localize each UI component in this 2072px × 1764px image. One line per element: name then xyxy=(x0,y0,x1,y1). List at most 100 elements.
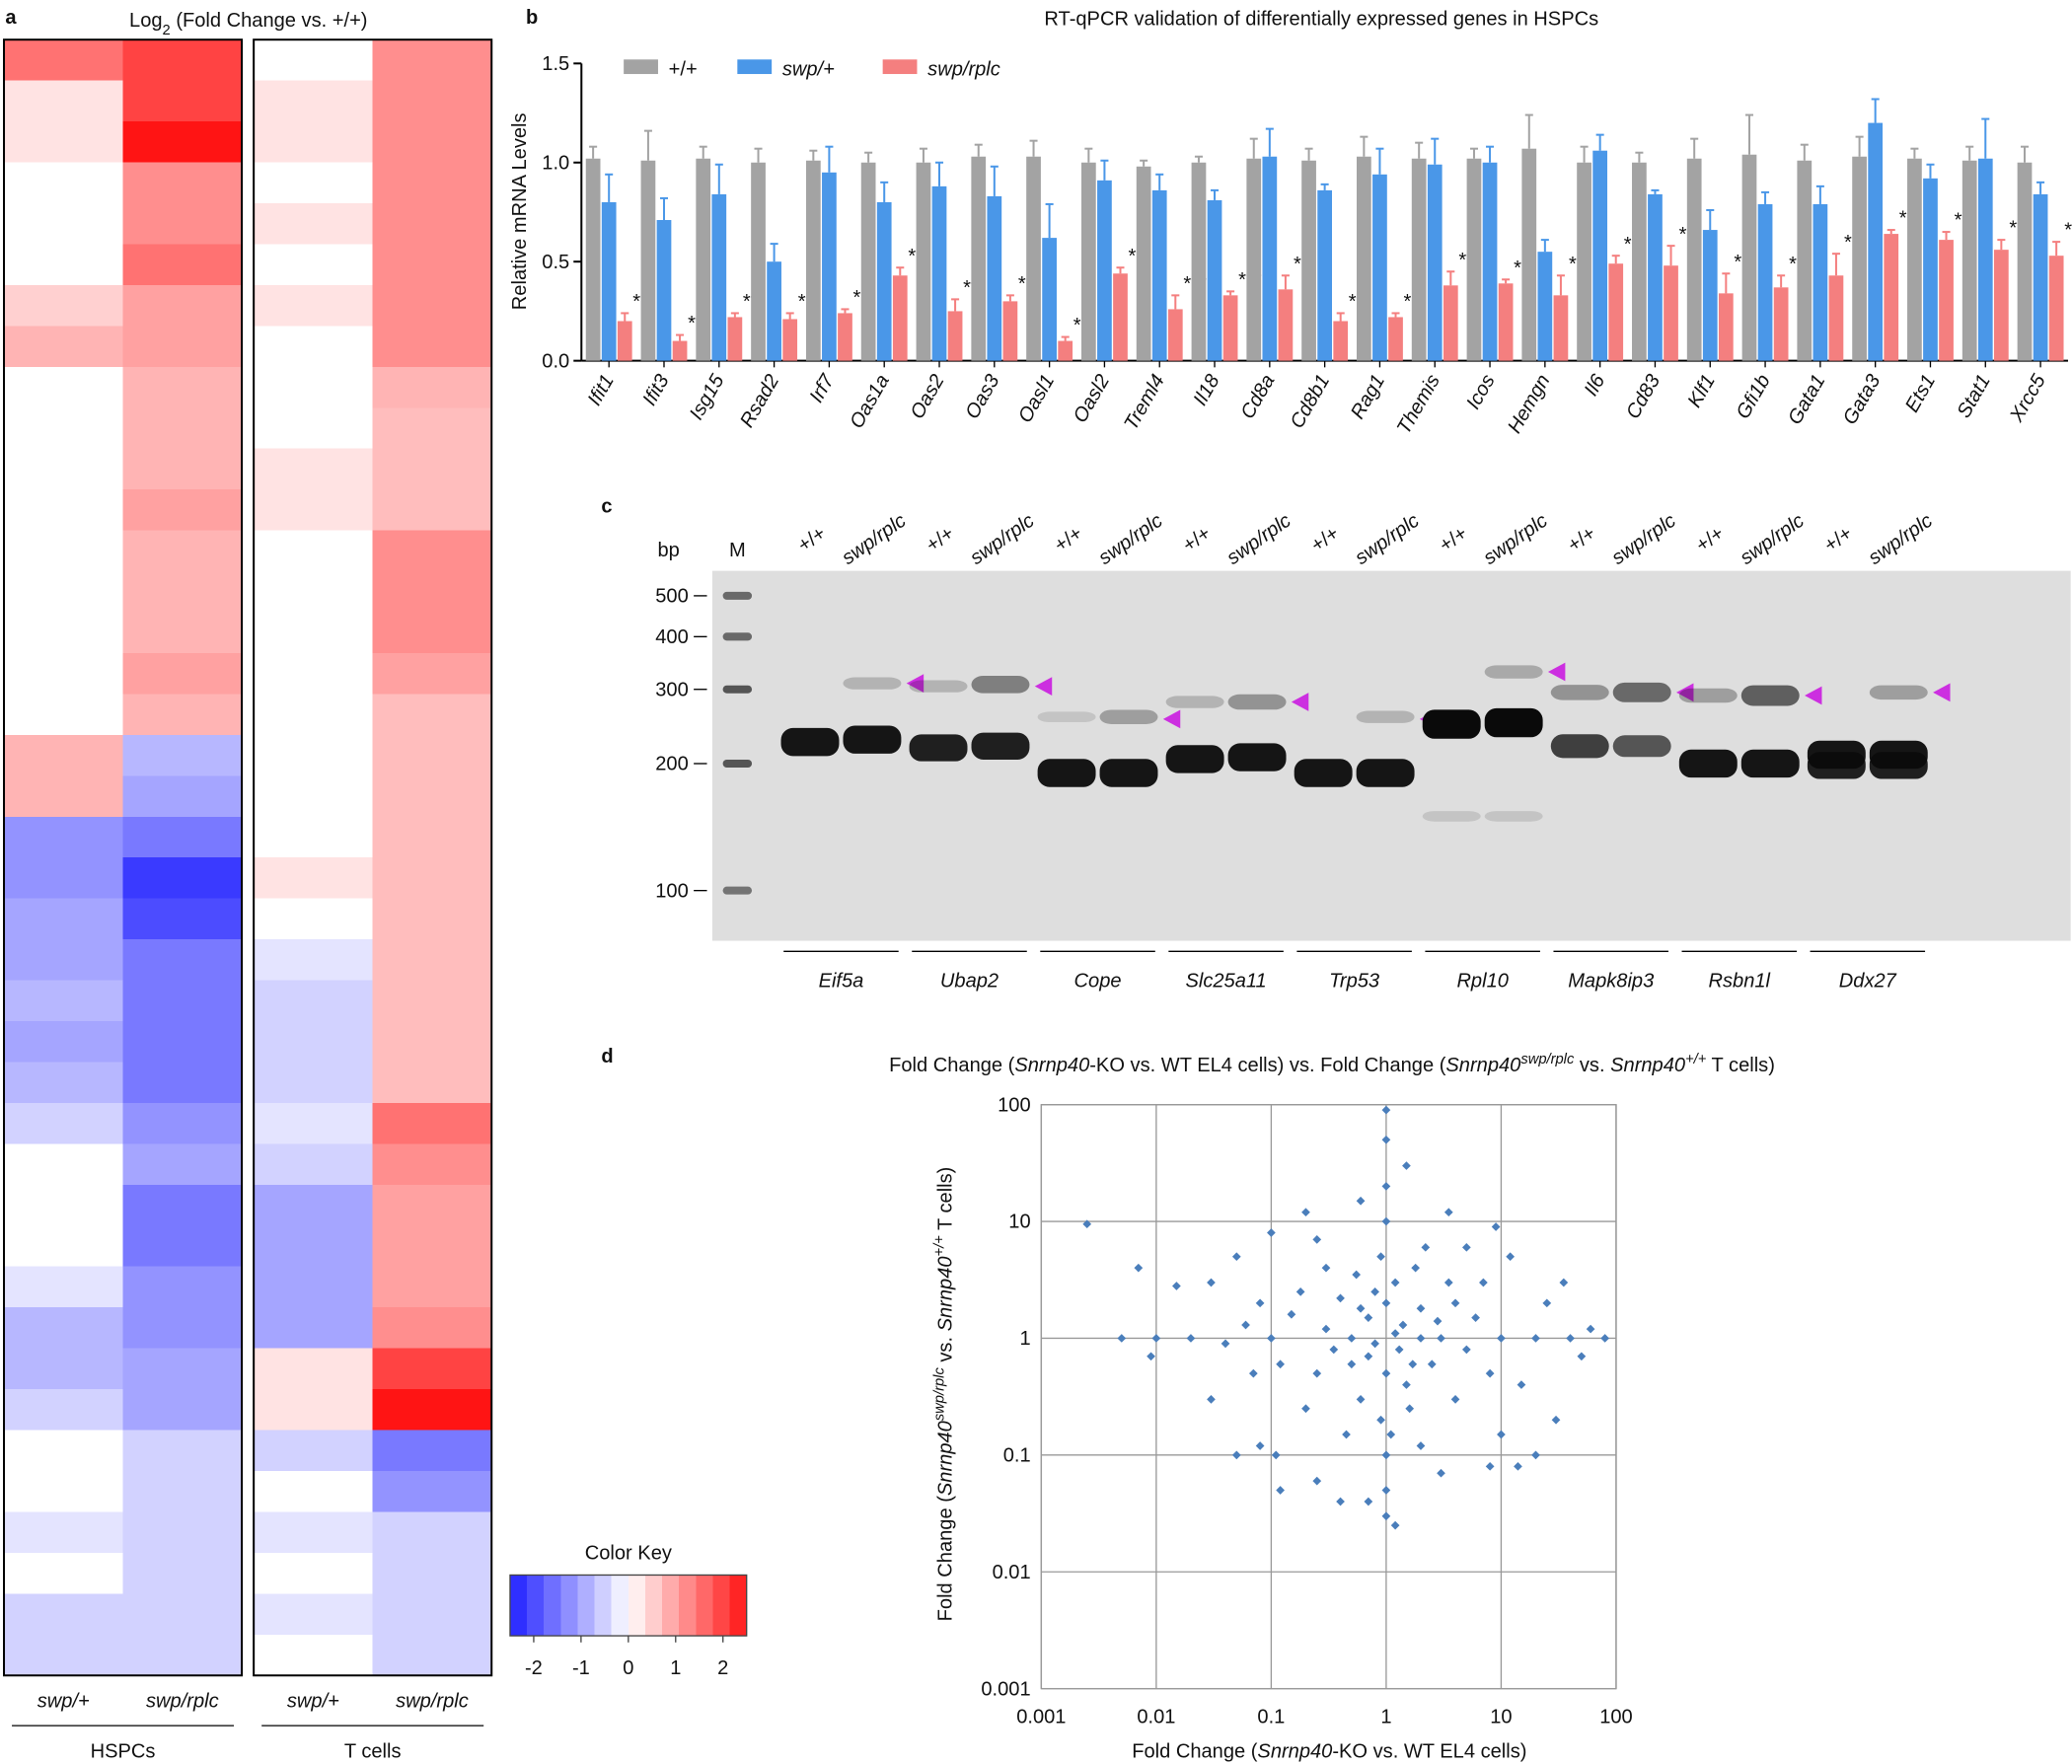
x-tick-label: Cd83 xyxy=(1622,371,1665,423)
color-key-cell xyxy=(696,1575,713,1637)
heatmap-cell xyxy=(122,407,243,450)
heatmap-cell xyxy=(4,489,123,532)
lane-label: +/+ xyxy=(794,523,830,557)
bar xyxy=(1443,285,1458,361)
heatmap-cell xyxy=(254,1634,373,1676)
bar xyxy=(1577,162,1591,361)
heatmap-cell xyxy=(4,571,123,613)
gel-band xyxy=(1294,759,1353,787)
heatmap-cell xyxy=(372,1143,492,1186)
bar xyxy=(1686,158,1702,361)
heatmap-title: Log2 (Fold Change vs. +/+) xyxy=(129,10,367,38)
scatter-point xyxy=(1186,1334,1196,1343)
band-arrow xyxy=(906,674,925,694)
heatmap-cell xyxy=(254,1143,373,1186)
bar xyxy=(640,160,656,361)
lane-label: M xyxy=(729,540,746,561)
y-axis-title: Fold Change (Snrnp40swp/rplc vs. Snrnp40… xyxy=(931,1167,956,1622)
significance: * xyxy=(1899,208,1907,230)
y-tick-label: 1.0 xyxy=(542,152,569,174)
heatmap-cell xyxy=(254,1021,373,1063)
x-tick-label: 10 xyxy=(1490,1706,1512,1727)
heatmap-cell xyxy=(254,530,373,572)
bar xyxy=(1466,158,1482,361)
heatmap-cell xyxy=(4,244,123,286)
x-tick-label: Hemgn xyxy=(1504,371,1554,437)
heatmap-cell xyxy=(122,1102,243,1144)
gel-band xyxy=(971,675,1030,694)
lane-label: +/+ xyxy=(1820,523,1856,557)
heatmap-cell xyxy=(122,571,243,613)
heatmap-cell xyxy=(372,1225,492,1268)
bar xyxy=(2048,256,2064,361)
lane-label: +/+ xyxy=(1692,523,1728,557)
heatmap-cell xyxy=(254,1266,373,1308)
x-tick-label: Themis xyxy=(1393,371,1444,438)
heatmap-cell xyxy=(254,244,373,286)
lane-label: +/+ xyxy=(923,523,958,557)
chart-title-part: Snrnp40 xyxy=(1610,1055,1685,1076)
bar xyxy=(1993,250,2009,361)
heatmap-cell xyxy=(4,1470,123,1512)
lane-label: swp/rplc xyxy=(1480,510,1552,569)
heatmap-cell xyxy=(4,366,123,408)
bar xyxy=(1868,122,1884,361)
bar xyxy=(1317,189,1332,361)
bar xyxy=(1482,162,1498,361)
bar xyxy=(617,321,632,361)
heatmap-cell xyxy=(4,162,123,204)
heatmap-cell xyxy=(4,1225,123,1268)
gel-tick-label: 400 xyxy=(655,626,689,648)
scatter-point xyxy=(1287,1309,1296,1319)
heatmap-cell xyxy=(122,1470,243,1512)
bar xyxy=(1664,265,1678,361)
bar xyxy=(1797,160,1813,361)
bar xyxy=(1333,321,1349,361)
bar xyxy=(1608,263,1624,361)
bar xyxy=(1002,301,1018,361)
heatmap-cell xyxy=(254,939,373,981)
legend-swatch xyxy=(882,59,918,75)
bar xyxy=(931,185,947,361)
heatmap-cell xyxy=(122,1184,243,1226)
band-arrow xyxy=(1933,683,1951,702)
scatter-point xyxy=(1421,1242,1431,1252)
scatter-point xyxy=(1364,1497,1373,1507)
x-tick-label: Gata1 xyxy=(1784,371,1829,428)
x-tick-label: Cd8a xyxy=(1236,371,1279,423)
gene-label: Ddx27 xyxy=(1839,970,1897,992)
scatter-point xyxy=(1336,1293,1345,1303)
heatmap-cell xyxy=(4,980,123,1022)
chart-title-part: T cells) xyxy=(1706,1055,1775,1076)
bar xyxy=(1852,156,1867,361)
scatter-point xyxy=(1427,1360,1437,1369)
heatmap-cell xyxy=(254,284,373,327)
x-tick-label: Ifit3 xyxy=(638,371,673,409)
lane-label: swp/rplc xyxy=(1094,510,1166,569)
heatmap-title-part: Log xyxy=(129,10,163,32)
gel-band xyxy=(1550,685,1609,700)
scatter-point xyxy=(1321,1263,1331,1273)
bar xyxy=(1592,150,1608,361)
x-tick-label: 0.001 xyxy=(1016,1706,1066,1727)
heatmap-cell xyxy=(4,121,123,163)
color-key-cell xyxy=(628,1575,646,1637)
x-tick-label: Xrcc5 xyxy=(2006,370,2051,426)
heatmap-cell xyxy=(372,284,492,327)
gel-band xyxy=(780,727,840,757)
gel-unit: bp xyxy=(658,540,680,561)
legend-label: swp/+ xyxy=(782,58,835,80)
heatmap-cell xyxy=(254,489,373,532)
scatter-point xyxy=(1231,1450,1241,1460)
y-tick-label: 0.0 xyxy=(542,350,569,372)
heatmap-cell xyxy=(372,326,492,368)
gene-label: Rpl10 xyxy=(1456,970,1508,992)
x-tick-label: Il18 xyxy=(1189,370,1224,409)
heatmap-cell xyxy=(254,898,373,940)
bar xyxy=(1246,158,1262,361)
gel-tick-label: 200 xyxy=(655,754,689,775)
bar xyxy=(971,156,987,361)
heatmap-cell xyxy=(4,1389,123,1431)
heatmap-cell xyxy=(372,203,492,245)
x-axis-title-part: Fold Change ( xyxy=(1132,1740,1258,1762)
